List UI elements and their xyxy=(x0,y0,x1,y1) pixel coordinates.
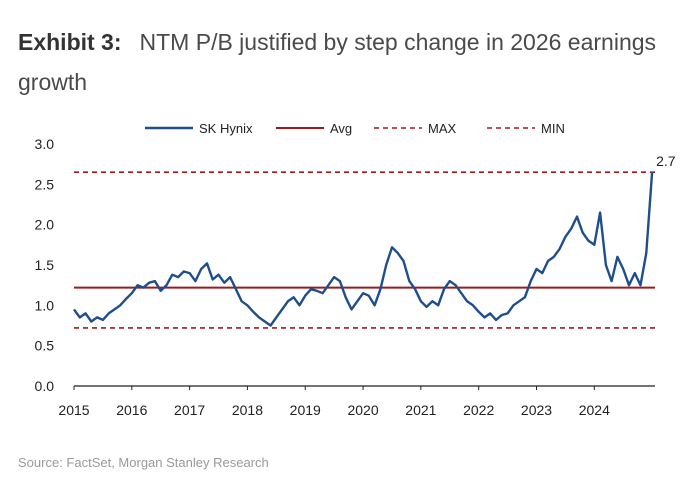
chart-reference-lines xyxy=(74,171,655,329)
y-tick-label: 0.5 xyxy=(35,338,55,354)
x-tick-label: 2021 xyxy=(405,402,436,418)
legend-avg-label: Avg xyxy=(330,121,352,136)
y-tick-label: 3.0 xyxy=(35,136,55,152)
legend-min-label: MIN xyxy=(541,121,565,136)
legend-max-label: MAX xyxy=(428,121,457,136)
source-note: Source: FactSet, Morgan Stanley Research xyxy=(18,455,269,470)
x-tick-label: 2022 xyxy=(463,402,494,418)
x-tick-label: 2019 xyxy=(290,402,321,418)
x-tick-label: 2015 xyxy=(58,402,89,418)
exhibit-title-text: NTM P/B justified by step change in 2026… xyxy=(18,29,657,95)
x-tick-label: 2018 xyxy=(232,402,263,418)
y-tick-label: 1.0 xyxy=(35,297,55,313)
x-tick-label: 2024 xyxy=(579,402,610,418)
exhibit-title: Exhibit 3: NTM P/B justified by step chan… xyxy=(18,22,688,102)
end-value-label: 2.7 xyxy=(656,153,676,169)
y-tick-label: 2.0 xyxy=(35,217,55,233)
x-tick-label: 2020 xyxy=(347,402,378,418)
chart-legend: SK Hynix Avg MAX MIN xyxy=(145,121,565,136)
y-tick-label: 0.0 xyxy=(35,378,55,394)
x-tick-label: 2016 xyxy=(116,402,147,418)
chart-series: 2.7 xyxy=(73,153,676,327)
legend-sk-hynix-label: SK Hynix xyxy=(199,121,253,136)
exhibit-label: Exhibit 3: xyxy=(18,29,122,55)
x-tick-label: 2023 xyxy=(521,402,552,418)
y-tick-label: 2.5 xyxy=(35,176,55,192)
series-line-sk-hynix xyxy=(73,172,654,327)
x-tick-label: 2017 xyxy=(174,402,205,418)
y-tick-label: 1.5 xyxy=(35,257,55,273)
chart-axes: 0.0 0.5 1.0 1.5 2.0 2.5 3.0 2015 2016 2017 2018 201… xyxy=(35,136,655,418)
